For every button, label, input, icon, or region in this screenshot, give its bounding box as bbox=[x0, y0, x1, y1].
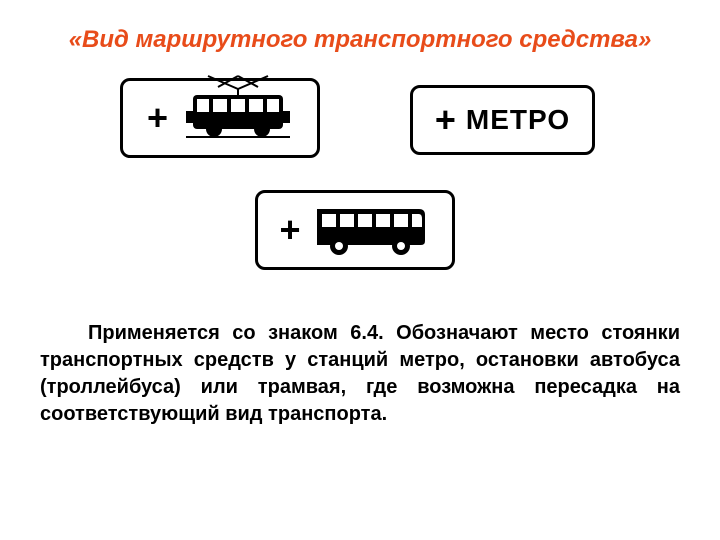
sign-metro: + МЕТРО bbox=[410, 85, 595, 155]
description-text: Применяется со знаком 6.4. Обозначают ме… bbox=[40, 320, 680, 428]
plus-icon: + bbox=[279, 212, 300, 248]
plus-icon: + bbox=[147, 100, 168, 136]
sign-bus: + bbox=[255, 190, 455, 270]
bus-icon bbox=[311, 201, 431, 259]
metro-label: МЕТРО bbox=[466, 104, 570, 136]
page-title: «Вид маршрутного транспортного средства» bbox=[40, 24, 680, 55]
signs-area: + + МЕТРО bbox=[80, 75, 640, 280]
tram-icon bbox=[178, 71, 293, 153]
plus-icon: + bbox=[435, 102, 456, 138]
sign-tram: + bbox=[120, 78, 320, 158]
